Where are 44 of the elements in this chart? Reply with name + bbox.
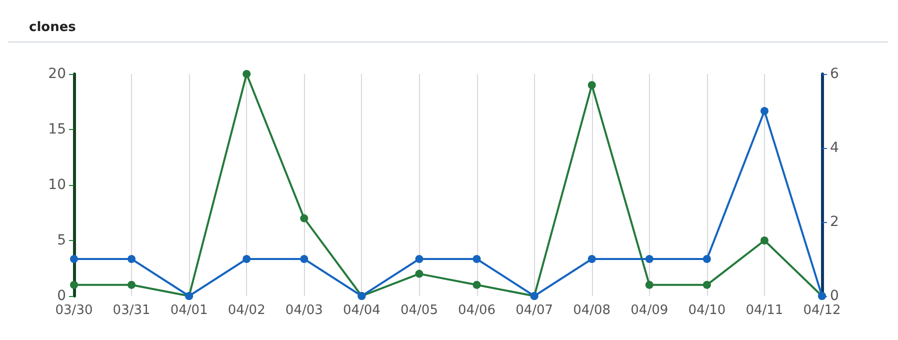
- x-tick-label: 04/07: [516, 303, 554, 318]
- point: [128, 255, 136, 263]
- point: [588, 255, 596, 263]
- point: [645, 255, 654, 263]
- point: [588, 81, 596, 90]
- y-tick-label: 10: [48, 177, 66, 193]
- y-tick-label: 15: [48, 122, 66, 138]
- y2-tick-label: 4: [830, 140, 839, 156]
- point: [415, 270, 424, 278]
- y-tick-label: 0: [57, 288, 66, 304]
- point: [472, 280, 481, 289]
- y-tick-label: 5: [57, 232, 66, 248]
- point: [760, 236, 768, 244]
- y2-tick-label: 2: [830, 214, 839, 230]
- x-tick-label: 04/01: [170, 303, 208, 318]
- point: [472, 255, 481, 263]
- x-tick-label: 04/12: [803, 303, 841, 318]
- x-tick-label: 04/05: [400, 303, 438, 318]
- x-tick-label: 03/31: [112, 303, 150, 318]
- point: [300, 214, 308, 222]
- point: [702, 280, 711, 289]
- x-tick-label: 04/03: [285, 303, 323, 318]
- point: [70, 255, 78, 263]
- x-tick-label: 04/02: [228, 303, 266, 318]
- x-tick-label: 04/06: [458, 303, 496, 318]
- x-tick-label: 04/10: [688, 303, 726, 318]
- y2-tick-label: 6: [830, 66, 839, 82]
- point: [128, 280, 136, 289]
- x-tick-label: 04/09: [630, 303, 668, 318]
- point: [242, 255, 251, 263]
- point: [242, 70, 251, 78]
- point: [760, 107, 768, 115]
- x-tick-label: 04/08: [573, 303, 611, 318]
- x-tick-label: 04/11: [746, 303, 784, 318]
- y2-tick-label: 0: [830, 288, 839, 304]
- chart-title: clones: [29, 20, 76, 35]
- y-tick-label: 20: [48, 66, 66, 82]
- point: [702, 255, 711, 263]
- point: [415, 255, 424, 263]
- x-tick-label: 04/04: [342, 303, 380, 318]
- point: [645, 280, 654, 289]
- point: [300, 255, 308, 263]
- x-tick-label: 03/30: [55, 303, 93, 318]
- point: [70, 280, 78, 289]
